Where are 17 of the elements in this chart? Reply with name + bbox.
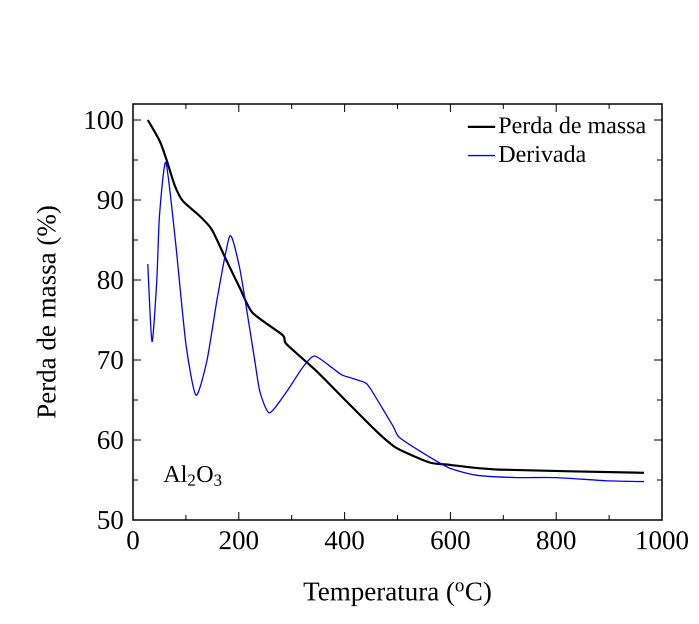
- legend-label: Derivada: [498, 145, 586, 162]
- x-tick-label: 800: [536, 531, 576, 550]
- y-tick-label: 60: [98, 430, 123, 450]
- x-tick-label: 600: [431, 531, 470, 550]
- annotation: Al$_{2}$O$_{3}$: [164, 465, 222, 486]
- x-tick-label: 400: [324, 531, 364, 550]
- y-tick-label: 70: [98, 350, 123, 370]
- x-tick-label: 200: [220, 531, 258, 550]
- x-tick-label: 0: [127, 531, 139, 550]
- x-axis-title: Temperatura ($^{o}$C): [304, 582, 491, 606]
- legend-label: Perda de massa: [498, 116, 646, 134]
- y-tick-label: 80: [98, 270, 123, 290]
- y-axis-title: Perda de massa (%): [36, 206, 62, 418]
- x-tick-label: 1000: [637, 531, 688, 550]
- y-tick-label: 50: [98, 510, 123, 530]
- y-tick-label: 90: [98, 190, 123, 210]
- y-tick-label: 100: [86, 110, 123, 130]
